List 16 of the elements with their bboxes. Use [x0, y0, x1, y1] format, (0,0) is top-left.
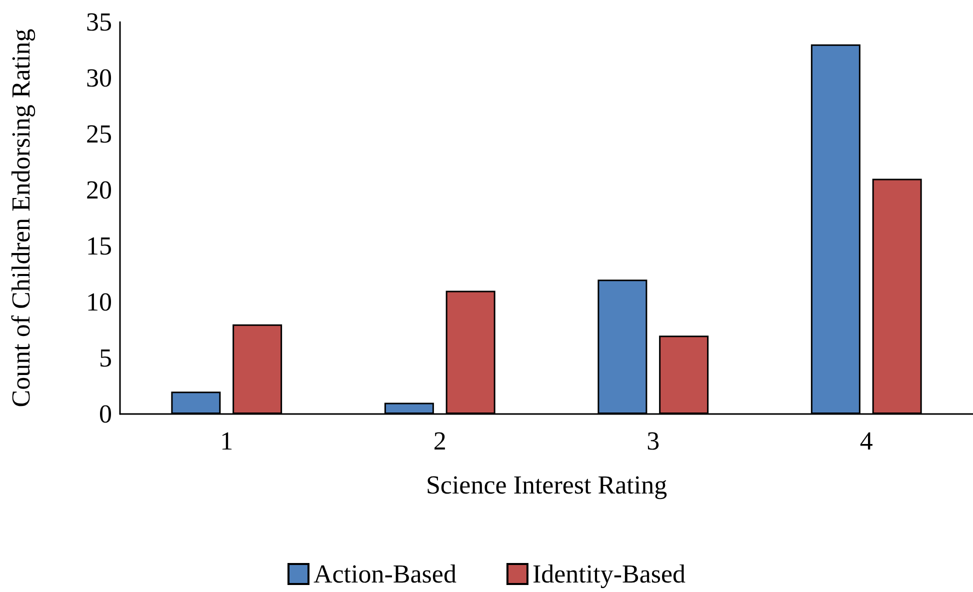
legend-label: Identity-Based	[532, 560, 686, 588]
y-tick-label: 15	[86, 232, 112, 260]
y-tick-label: 30	[86, 64, 112, 92]
legend-label: Action-Based	[313, 560, 456, 588]
x-tick-label: 2	[433, 426, 446, 456]
x-axis-title: Science Interest Rating	[426, 470, 668, 500]
y-axis-title: Count of Children Endorsing Rating	[6, 28, 36, 408]
y-tick-label: 5	[99, 344, 112, 372]
y-tick-label: 20	[86, 176, 112, 204]
y-tick-label: 10	[86, 288, 112, 316]
y-tick-label: 0	[99, 400, 112, 428]
y-tick-label: 25	[86, 120, 112, 148]
y-tick-label: 35	[86, 8, 112, 36]
x-tick-label: 4	[860, 426, 873, 456]
x-tick-label: 1	[220, 426, 234, 456]
x-tick-label: 3	[646, 426, 660, 456]
